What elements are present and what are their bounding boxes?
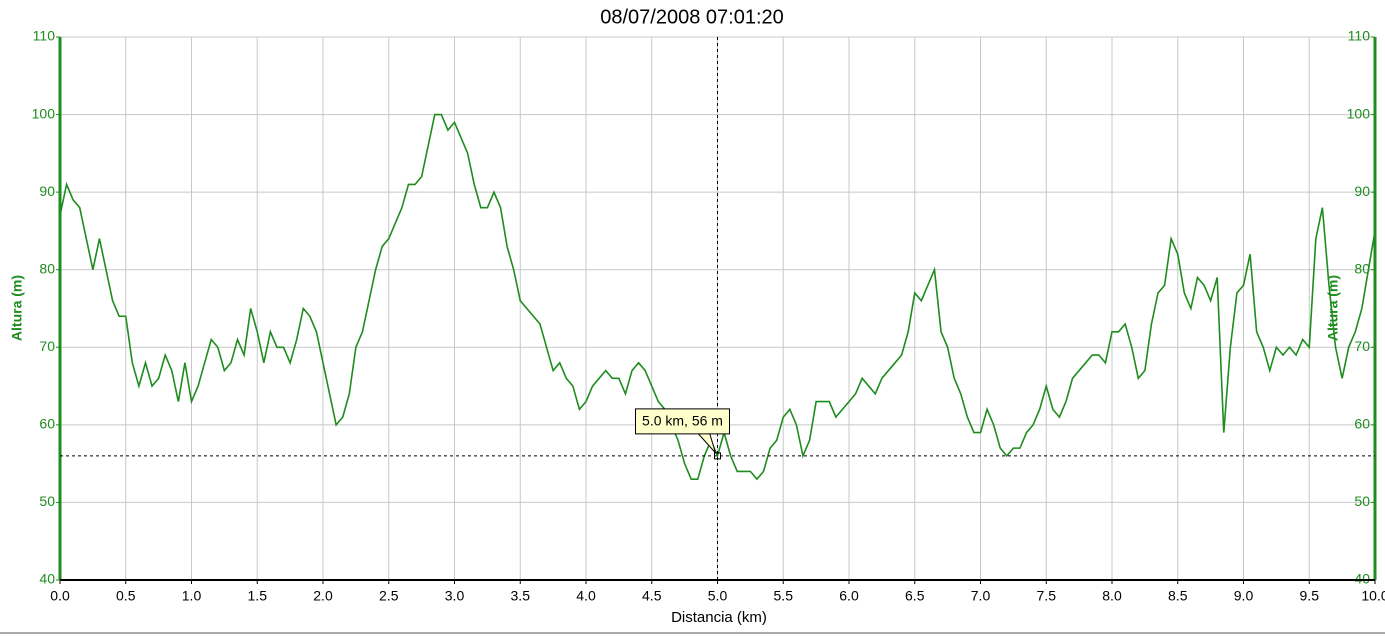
chart-title: 08/07/2008 07:01:20 <box>600 6 784 28</box>
y2-tick-label: 110 <box>1348 28 1371 44</box>
y2-tick-label: 70 <box>1354 338 1370 354</box>
x-tick-label: 1.5 <box>248 588 268 604</box>
x-tick-label: 7.5 <box>1037 588 1057 604</box>
x-tick-label: 10.0 <box>1361 588 1385 604</box>
x-tick-label: 3.0 <box>445 588 465 604</box>
elevation-line <box>59 113 1376 481</box>
x-tick-label: 1.0 <box>182 588 202 604</box>
x-tick-label: 4.5 <box>642 588 662 604</box>
y-tick-label: 90 <box>39 183 55 199</box>
x-tick-label: 2.0 <box>313 588 333 604</box>
x-tick-label: 6.5 <box>905 588 925 604</box>
cursor-marker <box>714 452 721 460</box>
y2-axis-title: Altura (m) <box>1325 275 1341 341</box>
x-tick-label: 5.0 <box>708 588 728 604</box>
y2-tick-label: 90 <box>1354 183 1370 199</box>
y-tick-label: 60 <box>39 416 55 432</box>
y-axis-title: Altura (m) <box>9 275 25 341</box>
y2-tick-label: 60 <box>1354 416 1370 432</box>
x-tick-label: 3.5 <box>511 588 531 604</box>
y2-tick-label: 40 <box>1354 571 1370 587</box>
y2-tick-label: 50 <box>1354 493 1370 509</box>
x-tick-label: 4.0 <box>576 588 596 604</box>
y-tick-label: 70 <box>39 338 55 354</box>
y2-tick-label: 80 <box>1354 260 1370 276</box>
y-tick-label: 100 <box>32 105 56 121</box>
y-tick-label: 40 <box>39 571 55 587</box>
x-axis-title: Distancia (km) <box>671 609 767 626</box>
x-tick-label: 2.5 <box>379 588 399 604</box>
x-tick-label: 0.5 <box>116 588 136 604</box>
x-tick-label: 8.0 <box>1102 588 1122 604</box>
x-tick-label: 9.5 <box>1300 588 1320 604</box>
tooltip-box <box>635 408 730 435</box>
x-tick-label: 8.5 <box>1168 588 1188 604</box>
x-tick-label: 0.0 <box>50 588 70 604</box>
x-tick-label: 7.0 <box>971 588 991 604</box>
y-tick-label: 110 <box>33 28 56 44</box>
y2-tick-label: 100 <box>1347 105 1371 121</box>
x-tick-label: 6.0 <box>839 588 859 604</box>
y-tick-label: 80 <box>39 260 55 276</box>
x-tick-label: 5.5 <box>774 588 794 604</box>
tooltip-text: 5.0 km, 56 m <box>642 413 723 429</box>
y-tick-label: 50 <box>39 493 55 509</box>
x-tick-label: 9.0 <box>1234 588 1254 604</box>
